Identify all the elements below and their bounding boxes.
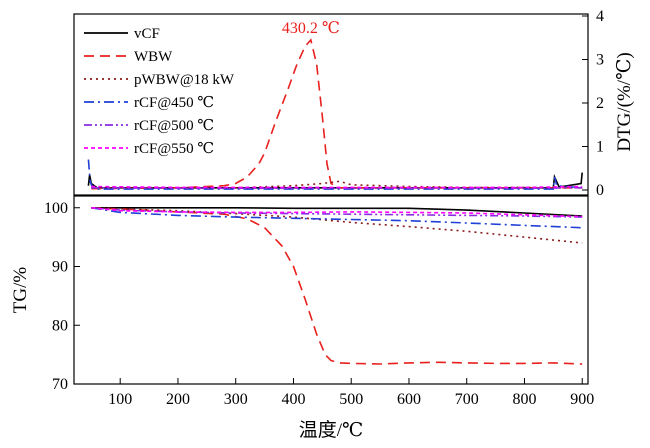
dtg-line-wbw xyxy=(91,38,583,190)
x-tick-label: 200 xyxy=(166,391,190,408)
tg-series-group xyxy=(91,207,583,365)
dtg-tick-label: 0 xyxy=(596,182,604,199)
dtg-axis-label: DTG/(%/℃) xyxy=(614,52,635,151)
dtg-tick-label: 4 xyxy=(596,8,604,25)
peak-label: 430.2 ℃ xyxy=(282,20,340,37)
top-panel-frame xyxy=(73,13,589,196)
x-tick-label: 900 xyxy=(570,391,594,408)
dtg-line-rcf-550- xyxy=(91,185,583,189)
legend-label: WBW xyxy=(134,49,173,65)
tg-tick-label: 70 xyxy=(52,376,68,393)
tg-tick-label: 80 xyxy=(52,317,68,334)
tg-tick-label: 90 xyxy=(52,259,68,276)
dtg-tick-label: 2 xyxy=(596,95,604,112)
legend: vCF WBW pWBW@18 kW rCF@450 ℃ rCF@500 ℃ rCF@55… xyxy=(84,26,235,157)
x-tick-label: 100 xyxy=(108,391,132,408)
x-tick-label: 700 xyxy=(455,391,479,408)
x-axis-label: 温度/℃ xyxy=(299,419,364,441)
tg-line-rcf-500- xyxy=(91,207,583,218)
dtg-tick-label: 1 xyxy=(596,139,604,156)
tg-line-wbw xyxy=(91,207,583,365)
tg-tick-label: 100 xyxy=(44,200,68,217)
dtg-series-group xyxy=(87,38,583,190)
x-tick-label: 400 xyxy=(281,391,305,408)
tg-line-rcf-450- xyxy=(91,207,583,229)
tick-group: 100 200 300 400 500 600 700 800 900 70 80 90 100 0 1 2 3… xyxy=(44,8,604,408)
legend-label: rCF@450 ℃ xyxy=(134,95,214,111)
tg-line-rcf-550- xyxy=(91,207,583,218)
x-tick-label: 800 xyxy=(512,391,536,408)
legend-label: rCF@500 ℃ xyxy=(134,118,214,134)
dtg-tick-label: 3 xyxy=(596,52,604,69)
legend-label: vCF xyxy=(134,26,160,42)
x-tick-label: 600 xyxy=(397,391,421,408)
bottom-panel-frame xyxy=(73,195,589,385)
tg-line-pwbw-18-kw xyxy=(91,207,583,244)
dtg-line-rcf-500- xyxy=(91,187,583,190)
dtg-line-rcf-450- xyxy=(87,159,583,190)
x-tick-label: 500 xyxy=(339,391,363,408)
tg-line-vcf xyxy=(91,207,583,217)
legend-label: rCF@550 ℃ xyxy=(134,141,214,157)
tg-axis-label: TG/% xyxy=(10,267,31,314)
dtg-line-vcf xyxy=(87,172,583,189)
legend-label: pWBW@18 kW xyxy=(134,72,235,88)
x-tick-label: 300 xyxy=(224,391,248,408)
